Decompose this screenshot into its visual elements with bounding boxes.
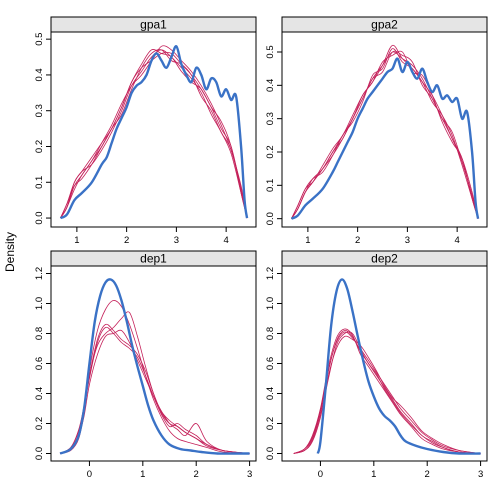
y-tick-label: 0.0 (265, 212, 276, 225)
imputed-density-line (291, 48, 479, 219)
x-tick-label: 1 (140, 469, 145, 480)
panel-frame (281, 265, 488, 462)
imputed-density-line (60, 45, 248, 219)
observed-density-line (316, 278, 481, 455)
panel-strip-label: gpa2 (371, 18, 398, 32)
panel-frame (281, 31, 488, 228)
x-tick-label: 3 (174, 235, 179, 246)
imputed-density-line (293, 335, 481, 454)
y-tick-label: 0.2 (265, 145, 276, 158)
y-axis-label: Density (3, 232, 17, 272)
x-tick-label: 1 (74, 235, 79, 246)
y-tick-label: 0.6 (265, 357, 276, 370)
observed-density-line (59, 45, 249, 220)
imputed-density-line (60, 49, 248, 219)
panel-frame (50, 265, 257, 462)
curves (59, 278, 250, 455)
y-tick-label: 0.6 (34, 357, 45, 370)
y-tick-label: 0.2 (34, 417, 45, 430)
y-tick-label: 0.4 (265, 387, 276, 400)
panel-strip-label: dep2 (371, 252, 398, 266)
y-tick-label: 0.3 (34, 104, 45, 117)
y-tick-label: 1.2 (34, 267, 45, 280)
y-tick-label: 0.0 (34, 447, 45, 460)
panel-gpa2: gpa2 1 2 3 4 0.0 0.1 0.2 0.3 0.4 0.5 (265, 16, 488, 246)
x-tick-label: 2 (124, 235, 129, 246)
imputed-density-line (59, 311, 250, 454)
observed-density-line (59, 278, 250, 455)
imputed-density-line (291, 44, 479, 219)
y-tick-label: 1.0 (265, 297, 276, 310)
y-tick-label: 0.8 (265, 327, 276, 340)
panel-gpa1: gpa1 1 2 3 4 0.0 0.1 0.2 0.3 0.4 0.5 (34, 16, 257, 246)
panel-frame (50, 31, 257, 228)
x-tick-label: 2 (425, 469, 430, 480)
y-tick-label: 0.0 (34, 211, 45, 224)
y-tick-label: 0.2 (34, 140, 45, 153)
imputed-density-line (60, 49, 248, 219)
imputed-density-line (60, 49, 248, 219)
x-tick-label: 2 (194, 469, 199, 480)
y-tick-label: 0.1 (265, 179, 276, 192)
y-tick-label: 0.8 (34, 327, 45, 340)
panels: gpa1 1 2 3 4 0.0 0.1 0.2 0.3 0.4 0.5 gpa2 1 2 3 4 0.0 0.1… (34, 16, 488, 480)
y-tick-label: 0.2 (265, 417, 276, 430)
x-tick-label: 4 (223, 235, 228, 246)
imputed-density-line (59, 329, 250, 454)
y-tick-label: 0.5 (265, 45, 276, 58)
panel-strip-label: dep1 (140, 252, 167, 266)
y-tick-label: 1.2 (265, 267, 276, 280)
x-tick-label: 0 (318, 469, 323, 480)
y-tick-label: 0.0 (265, 447, 276, 460)
imputed-density-line (293, 331, 481, 454)
imputed-density-line (60, 51, 248, 219)
x-tick-label: 0 (87, 469, 92, 480)
x-tick-label: 2 (355, 235, 360, 246)
y-tick-label: 0.1 (34, 176, 45, 189)
curves (59, 45, 249, 220)
curves (293, 278, 481, 455)
imputed-density-line (293, 331, 481, 454)
y-tick-label: 0.4 (265, 79, 276, 92)
x-tick-label: 3 (478, 469, 483, 480)
y-tick-label: 0.4 (34, 387, 45, 400)
x-tick-label: 3 (247, 469, 252, 480)
observed-density-line (290, 57, 480, 220)
imputed-density-line (291, 50, 479, 219)
y-tick-label: 1.0 (34, 297, 45, 310)
y-tick-label: 0.3 (265, 112, 276, 125)
x-tick-label: 3 (405, 235, 410, 246)
x-tick-label: 1 (305, 235, 310, 246)
panel-strip-label: gpa1 (140, 18, 167, 32)
curves (290, 44, 480, 220)
imputed-density-line (291, 50, 479, 219)
panel-dep2: dep2 0 1 2 3 0.0 0.2 0.4 0.6 0.8 1.0 1.2 (265, 250, 488, 480)
x-tick-label: 4 (454, 235, 459, 246)
panel-dep1: dep1 0 1 2 3 0.0 0.2 0.4 0.6 0.8 1.0 1.2 (34, 250, 257, 480)
y-tick-label: 0.5 (34, 33, 45, 46)
x-tick-label: 1 (371, 469, 376, 480)
y-tick-label: 0.4 (34, 68, 45, 81)
